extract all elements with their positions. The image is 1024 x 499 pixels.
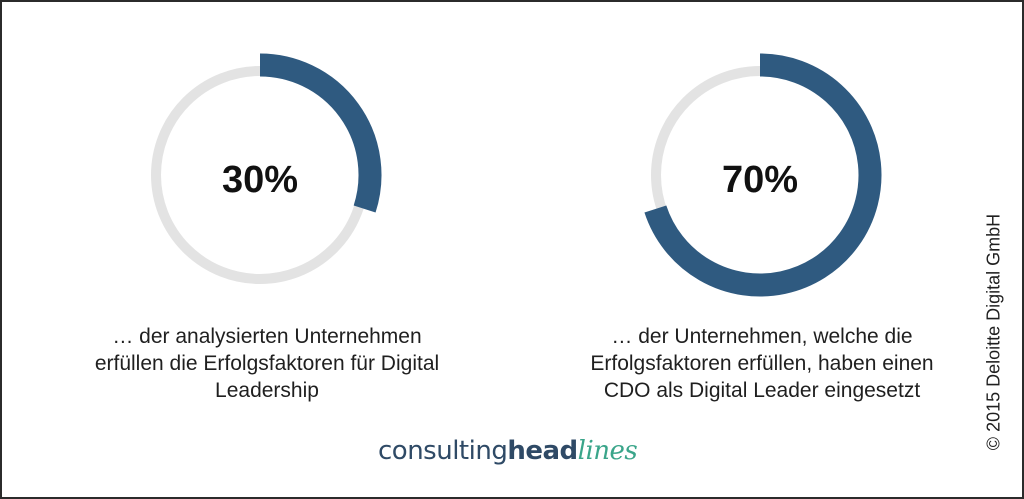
- donut-chart-left: 30%: [151, 53, 382, 284]
- caption-right-line-1: … der Unternehmen, welche die: [611, 325, 913, 348]
- caption-right: … der Unternehmen, welche die Erfolgsfak…: [552, 323, 972, 404]
- donut-center-label-right: 70%: [722, 159, 798, 201]
- donut-center-label-left: 30%: [222, 159, 298, 201]
- donut-chart-right: 70%: [644, 53, 882, 297]
- caption-right-line-3: CDO als Digital Leader eingesetzt: [603, 379, 921, 402]
- caption-left-line-2: erfüllen die Erfolgsfaktoren für Digital: [94, 352, 440, 375]
- consultingheadlines-logo: consultingheadlines: [378, 436, 638, 466]
- donut-value-arc-left: [259, 53, 382, 213]
- caption-left-line-3: Leadership: [215, 379, 319, 402]
- caption-left-line-1: … der analysierten Unternehmen: [112, 325, 422, 348]
- caption-left: … der analysierten Unternehmen erfüllen …: [57, 323, 477, 404]
- logo-part-consulting: consulting: [378, 436, 508, 466]
- donut-value-arc-right: [644, 53, 882, 297]
- logo-part-lines: lines: [577, 436, 638, 466]
- caption-right-line-2: Erfolgsfaktoren erfüllen, haben einen: [590, 352, 934, 375]
- copyright-notice: © 2015 Deloitte Digital GmbH: [983, 213, 1004, 451]
- logo-part-head: head: [507, 436, 578, 466]
